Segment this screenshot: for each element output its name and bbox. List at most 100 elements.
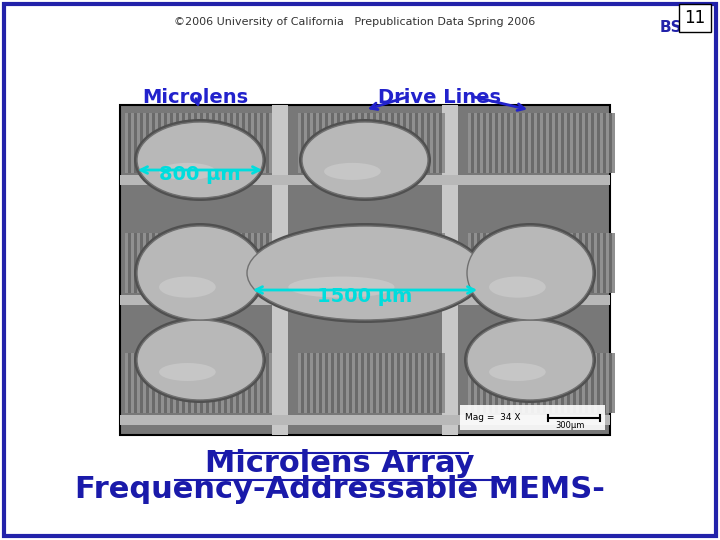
Bar	[125, 233, 270, 293]
Bar	[272, 105, 288, 435]
Bar	[498, 113, 501, 173]
Bar	[328, 113, 331, 173]
Bar	[460, 405, 605, 430]
Bar	[358, 353, 361, 413]
Bar	[510, 113, 513, 173]
Bar	[468, 113, 471, 173]
Bar	[588, 113, 591, 173]
Bar	[340, 233, 343, 293]
Bar	[120, 105, 610, 435]
Bar	[612, 353, 615, 413]
Bar	[474, 113, 477, 173]
Bar	[406, 353, 409, 413]
Bar	[125, 233, 128, 293]
Bar	[239, 233, 242, 293]
Bar	[504, 113, 507, 173]
Bar	[239, 113, 242, 173]
Bar	[161, 113, 164, 173]
Bar	[364, 113, 367, 173]
Bar	[167, 353, 170, 413]
Bar	[179, 233, 182, 293]
Bar	[155, 353, 158, 413]
Bar	[516, 113, 519, 173]
Bar	[125, 353, 270, 413]
Bar	[137, 353, 140, 413]
Bar	[540, 353, 543, 413]
Bar	[370, 113, 373, 173]
Bar	[418, 113, 421, 173]
Bar	[245, 113, 248, 173]
Bar	[352, 353, 355, 413]
Bar	[364, 233, 367, 293]
Bar	[468, 353, 471, 413]
Bar	[215, 113, 218, 173]
Ellipse shape	[247, 226, 483, 320]
Bar	[418, 353, 421, 413]
Bar	[492, 113, 495, 173]
Bar	[131, 353, 134, 413]
Bar	[558, 233, 561, 293]
Bar	[120, 415, 610, 425]
Bar	[120, 175, 610, 185]
Bar	[304, 233, 307, 293]
Ellipse shape	[134, 223, 266, 323]
Bar	[388, 113, 391, 173]
Bar	[504, 353, 507, 413]
Bar	[143, 113, 146, 173]
Bar	[209, 233, 212, 293]
Bar	[257, 353, 260, 413]
Bar	[233, 113, 236, 173]
Bar	[540, 113, 543, 173]
FancyBboxPatch shape	[4, 4, 716, 536]
Ellipse shape	[324, 163, 381, 180]
Bar	[594, 233, 597, 293]
Bar	[161, 353, 164, 413]
Bar	[504, 233, 507, 293]
Bar	[215, 233, 218, 293]
Bar	[424, 233, 427, 293]
Bar	[197, 353, 200, 413]
Bar	[191, 233, 194, 293]
Bar	[594, 113, 597, 173]
Bar	[570, 233, 573, 293]
Bar	[600, 353, 603, 413]
Ellipse shape	[464, 317, 596, 403]
Text: Frequency-Addressable MEMS-: Frequency-Addressable MEMS-	[75, 476, 605, 504]
Bar	[137, 113, 140, 173]
Bar	[245, 353, 248, 413]
Bar	[298, 233, 443, 293]
Bar	[430, 233, 433, 293]
Ellipse shape	[137, 320, 263, 400]
Bar	[263, 113, 266, 173]
Bar	[227, 233, 230, 293]
Bar	[474, 233, 477, 293]
Bar	[298, 353, 301, 413]
Bar	[480, 113, 483, 173]
Ellipse shape	[159, 276, 216, 298]
Bar	[382, 113, 385, 173]
Bar	[263, 233, 266, 293]
Ellipse shape	[489, 276, 546, 298]
Text: 11: 11	[685, 9, 706, 27]
Bar	[394, 113, 397, 173]
Bar	[298, 233, 301, 293]
Bar	[424, 353, 427, 413]
Bar	[227, 353, 230, 413]
Ellipse shape	[137, 122, 263, 198]
Bar	[564, 113, 567, 173]
Bar	[215, 353, 218, 413]
Bar	[125, 353, 128, 413]
Bar	[480, 233, 483, 293]
Bar	[316, 353, 319, 413]
Bar	[322, 113, 325, 173]
Bar	[346, 353, 349, 413]
Bar	[498, 233, 501, 293]
Bar	[558, 113, 561, 173]
Bar	[468, 113, 613, 173]
Bar	[221, 113, 224, 173]
Bar	[442, 353, 445, 413]
Bar	[400, 353, 403, 413]
Bar	[322, 233, 325, 293]
Bar	[191, 353, 194, 413]
Bar	[173, 353, 176, 413]
